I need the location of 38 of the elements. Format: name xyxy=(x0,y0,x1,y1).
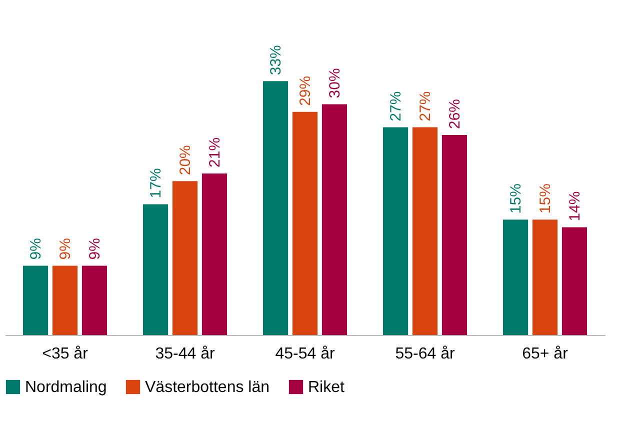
legend-label: Nordmaling xyxy=(25,379,107,396)
bar xyxy=(82,266,107,335)
bar xyxy=(442,135,467,335)
data-label: 27% xyxy=(417,91,434,122)
bar xyxy=(263,81,288,335)
bar xyxy=(292,112,318,335)
data-label: 15% xyxy=(508,184,525,214)
bar xyxy=(503,220,528,335)
legend-label: Västerbottens län xyxy=(145,379,270,396)
bar xyxy=(412,127,438,335)
bar xyxy=(383,127,408,335)
data-label: 17% xyxy=(148,168,165,198)
data-label: 30% xyxy=(326,68,344,98)
x-tick-label: 35-44 år xyxy=(155,346,216,362)
data-label: 15% xyxy=(537,184,554,214)
x-tick-label: <35 år xyxy=(42,346,89,362)
bar xyxy=(322,104,347,335)
data-label: 29% xyxy=(297,76,314,106)
data-label: 21% xyxy=(206,137,224,168)
bar xyxy=(143,204,168,335)
bar xyxy=(202,173,227,335)
x-tick-label: 65+ år xyxy=(522,346,569,362)
data-label: 9% xyxy=(57,238,74,260)
data-label: 33% xyxy=(268,45,285,76)
bar xyxy=(52,266,78,335)
data-label: 20% xyxy=(177,145,194,176)
data-label: 9% xyxy=(86,238,104,260)
x-tick-label: 45-54 år xyxy=(275,346,336,362)
bar xyxy=(532,220,558,335)
data-label: 9% xyxy=(28,238,45,260)
bar xyxy=(23,266,48,335)
bar xyxy=(562,227,587,335)
x-tick-label: 55-64 år xyxy=(395,346,456,362)
data-label: 27% xyxy=(388,91,405,122)
data-label: 26% xyxy=(446,98,464,129)
data-label: 14% xyxy=(566,191,584,222)
bar xyxy=(172,181,198,335)
legend-label: Riket xyxy=(308,379,346,396)
